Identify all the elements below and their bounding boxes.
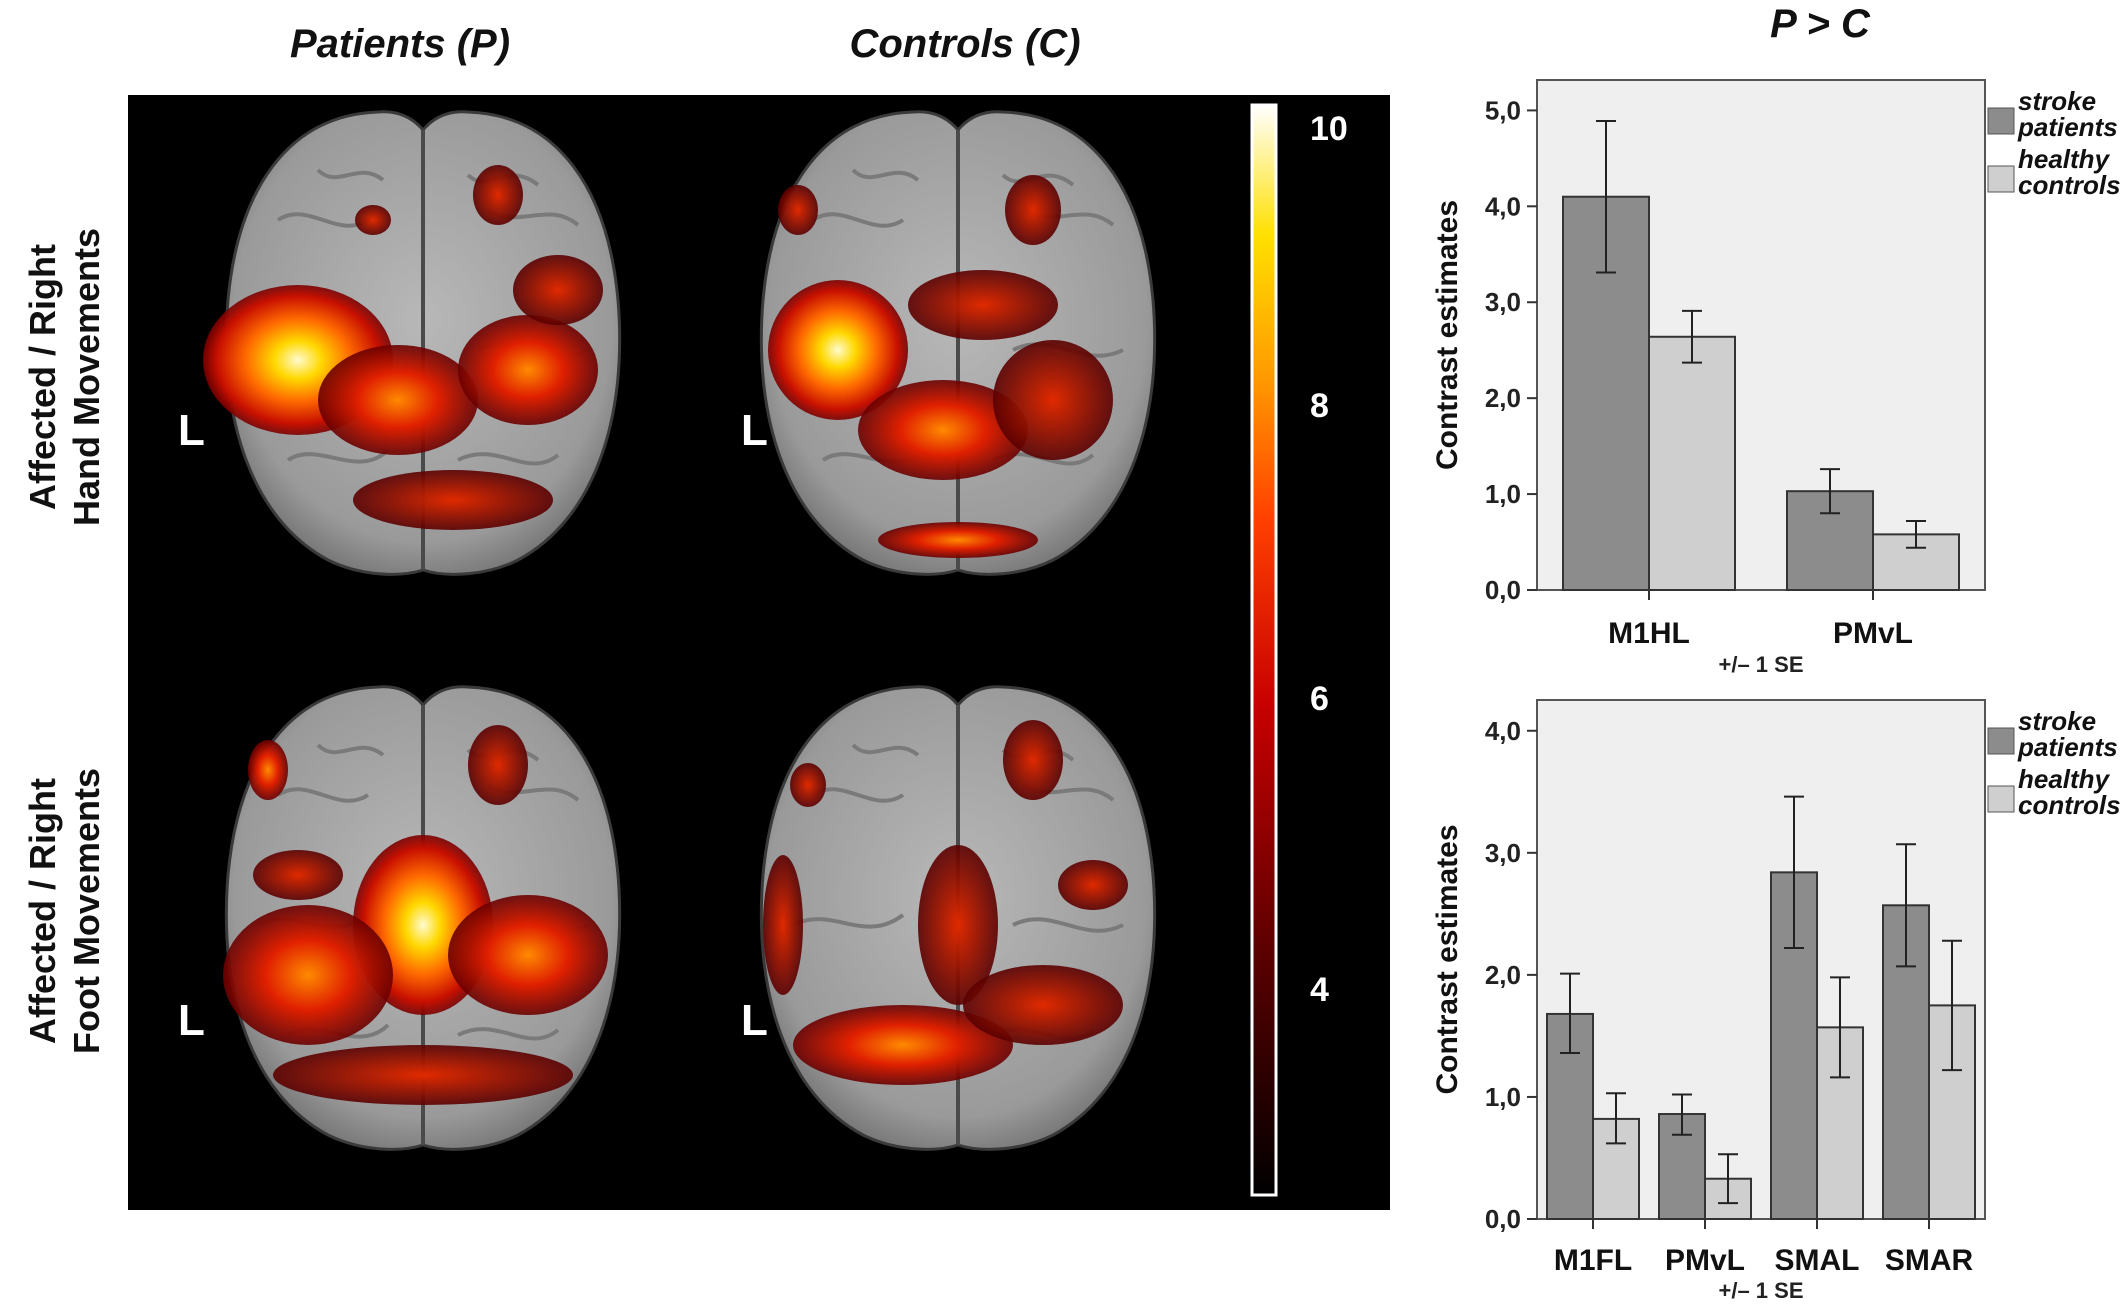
patients-hand-side-marker: L [178,406,205,455]
y-tick-label: 2,0 [1485,960,1521,990]
charts-title: P > C [1770,2,1870,46]
legend-swatch [1987,727,2015,755]
y-tick-label: 1,0 [1485,1082,1521,1112]
foot-row-label-line2: Foot Movements [66,768,107,1055]
colorbar-tick-8: 8 [1310,387,1329,425]
legend-label: patients [2017,732,2118,762]
colorbar-tick-10: 10 [1310,110,1348,148]
controls-hand-brain [759,109,1157,577]
y-tick-label: 0,0 [1485,575,1521,605]
controls-hand-side-marker: L [741,406,768,455]
legend-label: healthy [2018,764,2111,794]
controls-foot-brain [759,684,1157,1152]
legend-label: controls [2018,790,2121,820]
y-axis-label: Contrast estimates [1431,200,1464,470]
y-tick-label: 1,0 [1485,479,1521,509]
y-tick-label: 0,0 [1485,1204,1521,1234]
legend-label: patients [2017,112,2118,142]
legend-swatch [1987,107,2015,135]
controls-foot-side-marker: L [741,996,768,1045]
bar-healthy-controls [1648,335,1736,592]
y-tick-label: 4,0 [1485,716,1521,746]
x-category-label: PMvL [1665,1244,1745,1277]
y-tick-label: 4,0 [1485,191,1521,221]
x-category-label: M1FL [1554,1244,1632,1277]
x-axis-label: +/– 1 SE [1718,1278,1803,1303]
y-tick-label: 5,0 [1485,95,1521,125]
patients-foot-brain [223,684,622,1152]
y-tick-label: 2,0 [1485,383,1521,413]
legend-label: healthy [2018,144,2111,174]
legend-label: stroke [2018,86,2096,116]
x-category-label: M1HL [1608,617,1690,650]
legend-swatch [1987,165,2015,193]
hand-row-label-line1: Affected / Right [22,244,63,510]
y-axis-label: Contrast estimates [1431,824,1464,1094]
x-category-label: SMAR [1885,1244,1974,1277]
patients-hand-brain [203,109,622,577]
foot-row-label-line1: Affected / Right [22,778,63,1044]
brain-activation-panel: L L L [128,95,1390,1210]
colorbar [1250,103,1278,1197]
foot-bar-chart: 0,0 1,0 2,0 3,0 4,0 Contrast estimates M1FL PMv… [1431,699,2121,1303]
hand-row-label: Affected / Right Hand Movements [21,157,109,597]
colorbar-tick-4: 4 [1310,971,1329,1009]
hand-row-label-line2: Hand Movements [66,227,107,527]
brain-activation-maps: L L L [178,103,1348,1197]
x-axis-label: +/– 1 SE [1718,652,1803,677]
colorbar-tick-6: 6 [1310,680,1329,718]
x-category-label: PMvL [1833,617,1913,650]
legend-label: controls [2018,170,2121,200]
y-tick-label: 3,0 [1485,287,1521,317]
patients-column-title: Patients (P) [289,22,511,66]
hand-bar-chart: 0,0 1,0 2,0 3,0 4,0 5,0 Contrast estimates M1HL… [1431,79,2121,677]
patients-foot-side-marker: L [178,996,205,1045]
y-tick-label: 3,0 [1485,838,1521,868]
foot-row-label: Affected / Right Foot Movements [21,691,109,1131]
controls-column-title: Controls (C) [849,22,1081,66]
x-category-label: SMAL [1775,1244,1860,1277]
legend-label: stroke [2018,706,2096,736]
legend-swatch [1987,785,2015,813]
